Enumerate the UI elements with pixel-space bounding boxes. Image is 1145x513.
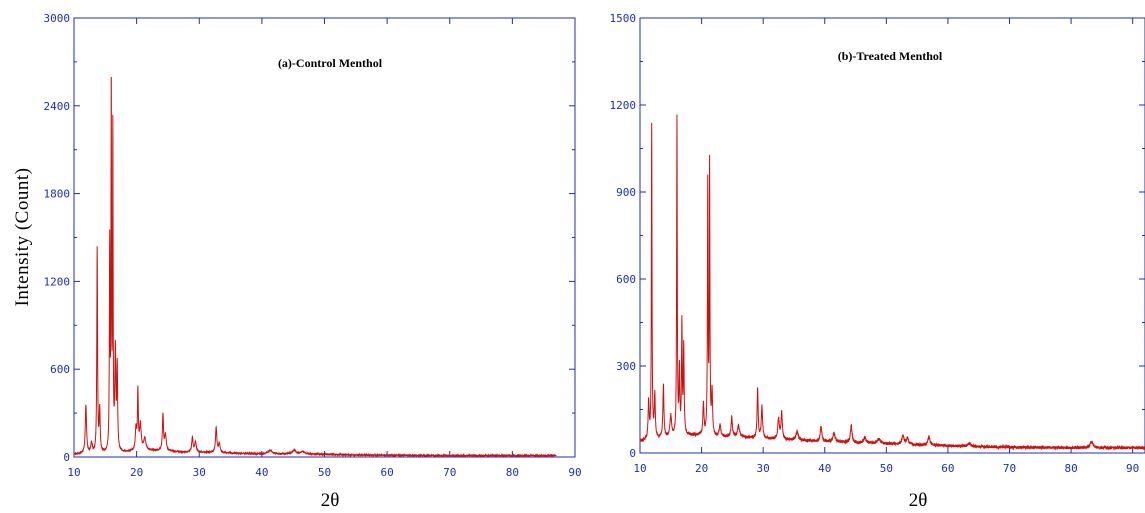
x-tick-label: 90 — [568, 466, 581, 479]
y-tick-label: 900 — [616, 186, 636, 199]
plot-frame-a — [73, 17, 576, 458]
y-tick-label: 300 — [616, 360, 636, 373]
panel-title-b: (b)-Treated Menthol — [838, 49, 943, 63]
x-tick-label: 50 — [880, 462, 893, 475]
x-tick-label: 40 — [255, 466, 268, 479]
y-tick-label: 0 — [63, 451, 70, 464]
x-tick-label: 90 — [1126, 462, 1139, 475]
x-tick-label: 60 — [381, 466, 394, 479]
x-tick-label: 50 — [318, 466, 331, 479]
y-tick-label: 3000 — [44, 12, 71, 25]
panel-title-a: (a)-Control Menthol — [278, 56, 383, 70]
plot-frame-b — [639, 17, 1145, 454]
y-tick-label: 600 — [616, 273, 636, 286]
x-tick-label: 70 — [1003, 462, 1016, 475]
xrd-trace-treated — [639, 114, 1145, 451]
x-tick-label: 40 — [818, 462, 831, 475]
y-tick-label: 600 — [50, 363, 70, 376]
x-tick-label: 10 — [633, 462, 646, 475]
y-tick-label: 2400 — [44, 100, 71, 113]
y-tick-label: 1200 — [44, 275, 71, 288]
x-axis-title-b: 2θ — [909, 490, 928, 511]
y-tick-label: 0 — [629, 447, 636, 460]
x-axis-title-a: 2θ — [321, 490, 340, 511]
xrd-trace-control — [73, 77, 557, 459]
x-tick-label: 70 — [443, 466, 456, 479]
ticks-a: 10 20 30 40 50 60 70 80 90 0 600 1200 1800 2400 3000 — [44, 12, 582, 479]
y-tick-label: 1200 — [610, 99, 637, 112]
x-tick-label: 30 — [193, 466, 206, 479]
x-tick-label: 20 — [130, 466, 143, 479]
x-tick-label: 10 — [67, 466, 80, 479]
x-tick-label: 30 — [757, 462, 770, 475]
x-tick-label: 80 — [1064, 462, 1077, 475]
x-tick-label: 80 — [506, 466, 519, 479]
y-tick-label: 1800 — [44, 188, 71, 201]
y-axis-title-a: Intensity (Count) — [12, 168, 33, 307]
panel-a: 10 20 30 40 50 60 70 80 90 0 600 1200 1800 2400 3000 (… — [44, 12, 582, 511]
x-tick-label: 60 — [941, 462, 954, 475]
y-tick-label: 1500 — [610, 12, 637, 25]
x-tick-label: 20 — [695, 462, 708, 475]
